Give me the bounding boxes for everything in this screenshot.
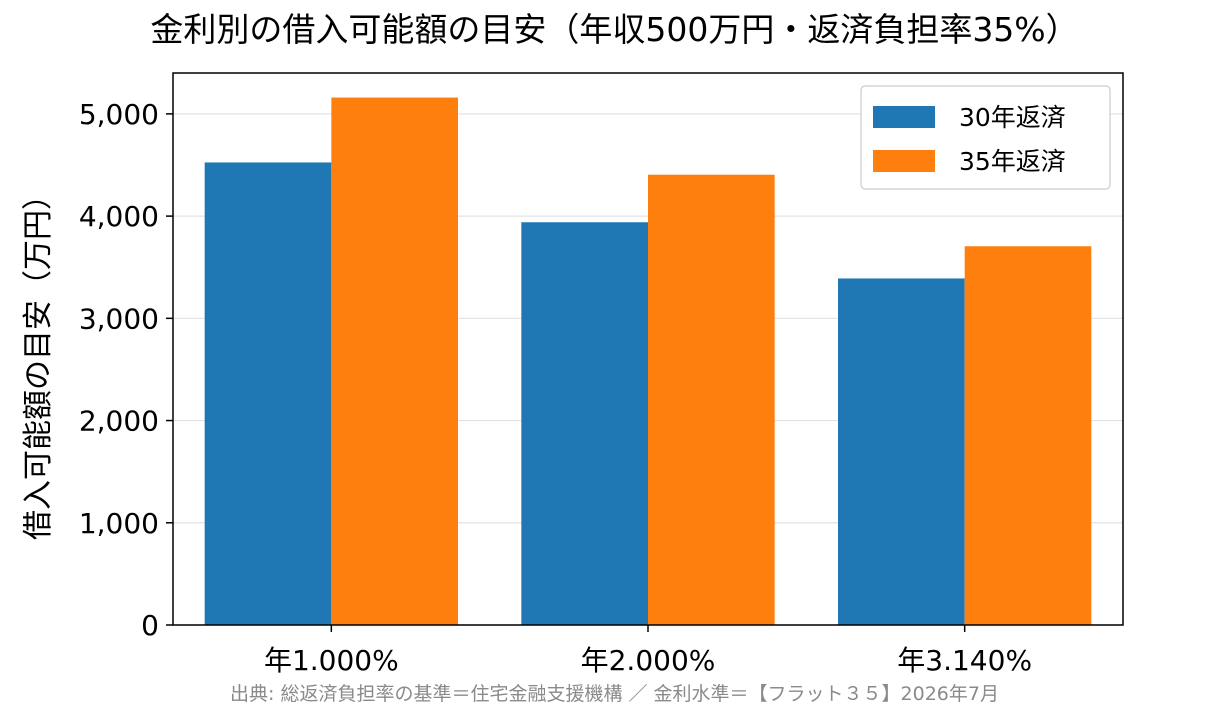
y-tick-label: 5,000 bbox=[79, 98, 159, 131]
source-note: 出典: 総返済負担率の基準＝住宅金融支援機構 ／ 金利水準＝【フラット３５】20… bbox=[230, 683, 999, 705]
y-tick-label: 1,000 bbox=[79, 507, 159, 540]
y-tick-label: 4,000 bbox=[79, 200, 159, 233]
bar-2-3 bbox=[964, 246, 1092, 625]
legend-swatch bbox=[873, 106, 935, 128]
y-axis: 0 1,000 2,000 3,000 4,000 5,000 bbox=[79, 98, 173, 642]
y-tick-label: 0 bbox=[141, 609, 159, 642]
y-tick-label: 3,000 bbox=[79, 302, 159, 335]
legend-label: 30年返済 bbox=[959, 103, 1066, 132]
x-tick-label: 年1.000% bbox=[264, 644, 399, 677]
x-tick-label: 年2.000% bbox=[581, 644, 716, 677]
y-axis-label: 借入可能額の目安（万円） bbox=[21, 180, 56, 540]
bar-1-3 bbox=[838, 278, 965, 625]
bars bbox=[204, 97, 1092, 626]
bar-1-1 bbox=[204, 162, 332, 625]
y-tick-label: 2,000 bbox=[79, 405, 159, 438]
legend-swatch bbox=[873, 150, 935, 172]
legend-label: 35年返済 bbox=[959, 147, 1066, 176]
bar-1-2 bbox=[521, 222, 648, 625]
bar-2-1 bbox=[331, 97, 458, 626]
x-axis: 年1.000% 年2.000% 年3.140% bbox=[264, 625, 1032, 677]
x-tick-label: 年3.140% bbox=[897, 644, 1032, 677]
chart-title: 金利別の借入可能額の目安（年収500万円・返済負担率35%） bbox=[150, 10, 1079, 49]
bar-2-2 bbox=[648, 174, 775, 625]
legend: 30年返済 35年返済 bbox=[860, 85, 1111, 190]
bar-chart: 0 1,000 2,000 3,000 4,000 5,000 年1.000% 年2.000… bbox=[21, 72, 1124, 677]
